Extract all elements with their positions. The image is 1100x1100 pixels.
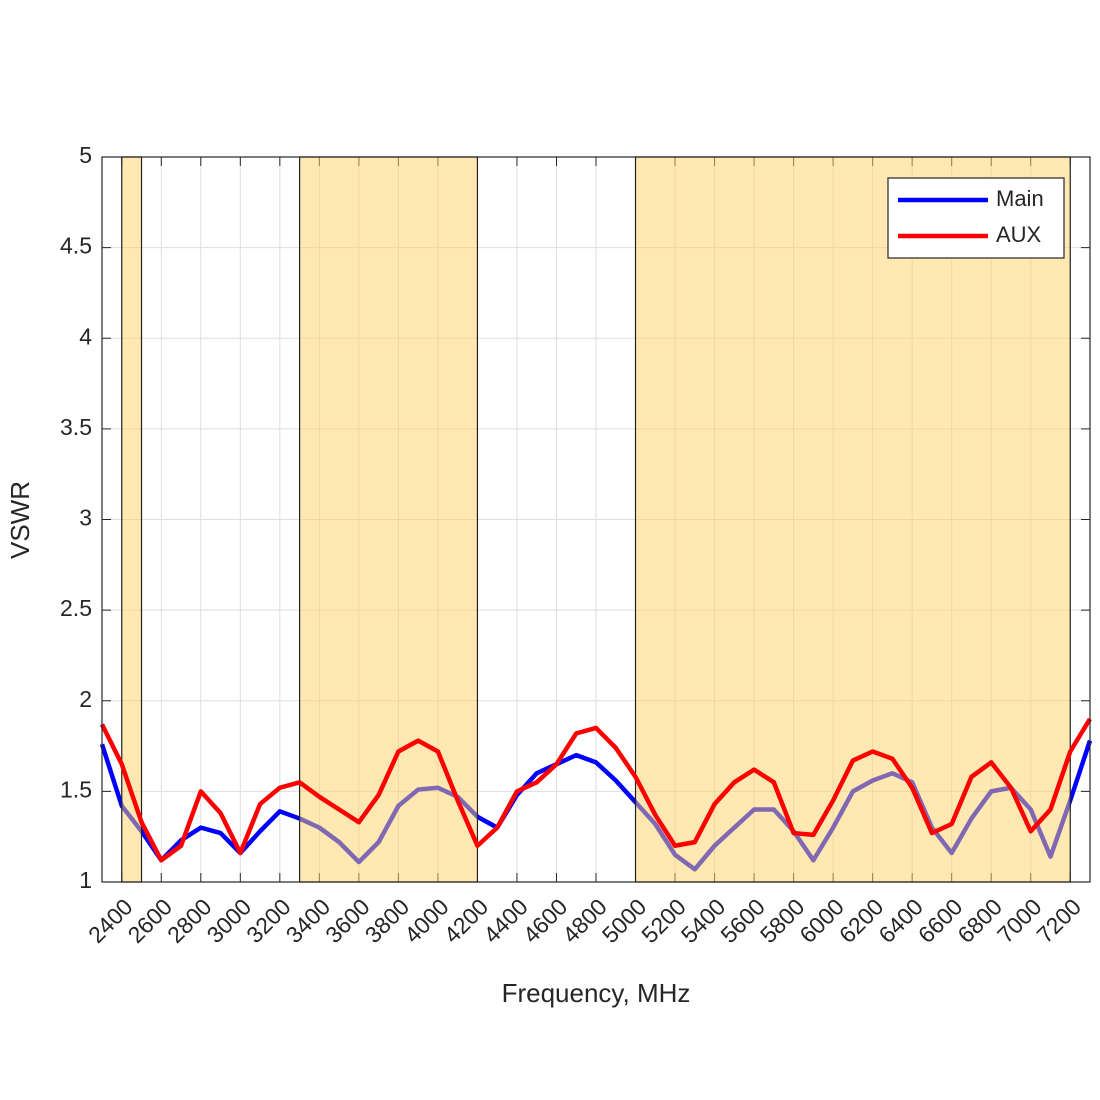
x-tick-label: 4400 [478,893,533,948]
shaded-band [634,156,1071,883]
y-tick-label: 3.5 [60,414,92,440]
x-tick-label: 6200 [834,893,889,948]
x-tick-label: 4200 [439,893,494,948]
x-tick-label: 5200 [636,893,691,948]
x-tick-label: 5400 [676,893,731,948]
x-tick-label: 5000 [597,893,652,948]
x-tick-label: 3000 [202,893,257,948]
x-tick-label: 3400 [281,893,336,948]
x-tick-label: 6800 [952,893,1007,948]
y-tick-label: 4.5 [60,233,92,259]
y-tick-label: 2.5 [60,595,92,621]
y-tick-label: 1 [79,867,92,893]
x-tick-label: 6400 [873,893,928,948]
x-tick-label: 3800 [360,893,415,948]
y-axis-label: VSWR [5,481,35,559]
x-tick-label: 7000 [992,893,1047,948]
legend-label: Main [996,186,1044,211]
legend-box [887,177,1065,259]
axes-box [101,156,1091,883]
x-tick-label: 4000 [399,893,454,948]
legend-label: AUX [996,222,1042,247]
x-tick-label: 2600 [123,893,178,948]
x-tick-label: 5800 [755,893,810,948]
x-tick-label: 3200 [241,893,296,948]
y-tick-label: 4 [79,323,92,349]
x-tick-label: 5600 [715,893,770,948]
x-tick-label: 4800 [557,893,612,948]
y-tick-label: 5 [79,142,92,168]
y-tick-label: 1.5 [60,776,92,802]
x-tick-label: 6000 [794,893,849,948]
x-tick-label: 4600 [518,893,573,948]
x-tick-label: 7200 [1032,893,1087,948]
y-tick-label: 3 [79,505,92,531]
shaded-band [299,156,479,883]
y-tick-label: 2 [79,686,92,712]
x-tick-label: 2800 [162,893,217,948]
x-tick-label: 2400 [83,893,138,948]
line-series [99,717,1092,863]
x-tick-label: 3600 [320,893,375,948]
x-axis-label: Frequency, MHz [502,978,691,1008]
x-tick-label: 6600 [913,893,968,948]
